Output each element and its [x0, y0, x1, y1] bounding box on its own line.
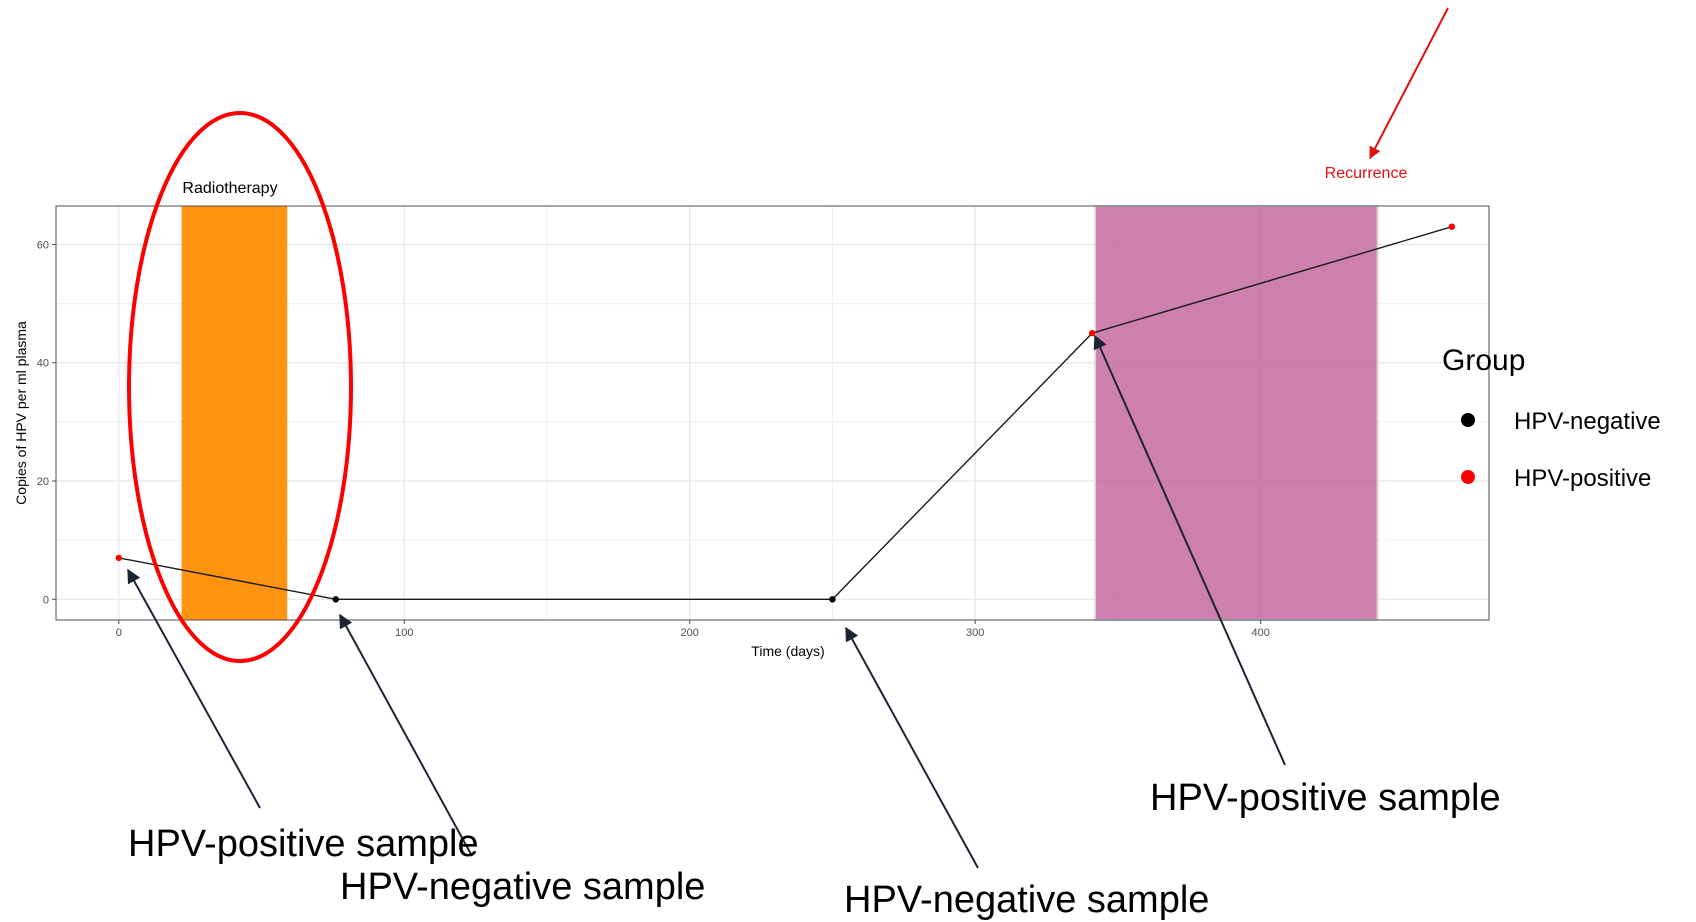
- y-tick-label: 0: [43, 594, 49, 606]
- callout-arrow-1: [127, 568, 261, 809]
- data-point-hpv-negative: [332, 596, 339, 603]
- axes: 0 100 200 300 400 0 20 40 60: [37, 205, 1490, 639]
- radiotherapy-highlight-ellipse: [127, 111, 353, 663]
- y-axis-title: Copies of HPV per ml plasma: [13, 321, 29, 505]
- data-points: [115, 223, 1456, 603]
- y-tick-label: 60: [37, 239, 49, 251]
- radiotherapy-label: Radiotherapy: [182, 180, 277, 197]
- callout-hpv-positive-1: HPV-positive sample: [128, 823, 479, 865]
- recurrence-arrow: [1369, 7, 1449, 160]
- y-tick-label: 40: [37, 358, 49, 370]
- x-tick-label: 100: [395, 627, 413, 639]
- legend-label-hpv-negative: HPV-negative: [1514, 408, 1661, 435]
- legend: Group HPV-negative HPV-positive: [1442, 344, 1661, 492]
- x-tick-label: 0: [116, 627, 122, 639]
- data-point-hpv-positive: [1448, 223, 1456, 230]
- legend-label-hpv-positive: HPV-positive: [1514, 465, 1651, 492]
- legend-marker-hpv-positive: [1461, 470, 1475, 484]
- legend-title: Group: [1442, 344, 1525, 377]
- data-point-hpv-positive: [115, 554, 123, 562]
- data-point-hpv-positive: [1089, 329, 1096, 337]
- callout-hpv-negative-1: HPV-negative sample: [340, 866, 705, 908]
- radiotherapy-region: [181, 206, 288, 620]
- recurrence-label: Recurrence: [1325, 165, 1408, 182]
- data-point-hpv-negative: [829, 596, 836, 603]
- callout-arrow-3: [845, 626, 979, 869]
- recurrence-region: [1094, 205, 1379, 621]
- callout-arrow-2: [339, 613, 473, 857]
- x-tick-label: 200: [681, 627, 699, 639]
- callout-hpv-positive-2: HPV-positive sample: [1150, 777, 1501, 819]
- callout-arrow-4: [1093, 334, 1286, 766]
- legend-marker-hpv-negative: [1461, 413, 1475, 427]
- y-tick-label: 20: [37, 476, 49, 488]
- callout-hpv-negative-2: HPV-negative sample: [844, 879, 1209, 921]
- shaded-regions: [181, 205, 1379, 621]
- x-tick-label: 400: [1251, 627, 1269, 639]
- panel-border: [55, 205, 1490, 621]
- x-tick-label: 300: [966, 627, 984, 639]
- x-axis-title: Time (days): [751, 643, 824, 659]
